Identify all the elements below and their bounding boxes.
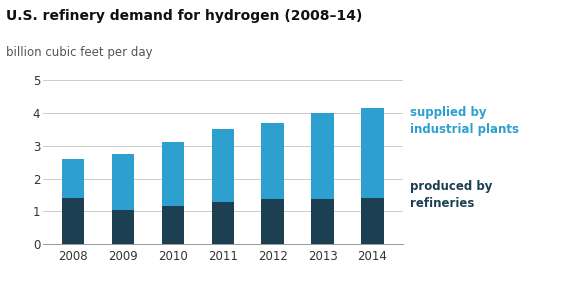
Bar [162,142,184,206]
Bar [112,154,134,210]
Bar [262,199,284,244]
Bar [312,199,334,244]
Text: supplied by
industrial plants: supplied by industrial plants [409,106,519,136]
Bar [361,198,384,244]
Bar [62,159,85,198]
Text: U.S. refinery demand for hydrogen (2008–14): U.S. refinery demand for hydrogen (2008–… [6,9,362,23]
Bar [112,210,134,244]
Bar [361,108,384,198]
Bar [262,123,284,199]
Text: produced by
refineries: produced by refineries [409,180,492,210]
Bar [212,202,234,244]
Text: billion cubic feet per day: billion cubic feet per day [6,46,152,59]
Bar [162,206,184,244]
Bar [212,129,234,202]
Bar [312,113,334,199]
Bar [62,198,85,244]
